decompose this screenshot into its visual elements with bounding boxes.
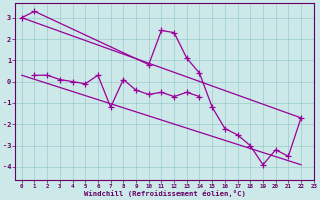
X-axis label: Windchill (Refroidissement éolien,°C): Windchill (Refroidissement éolien,°C) <box>84 190 245 197</box>
